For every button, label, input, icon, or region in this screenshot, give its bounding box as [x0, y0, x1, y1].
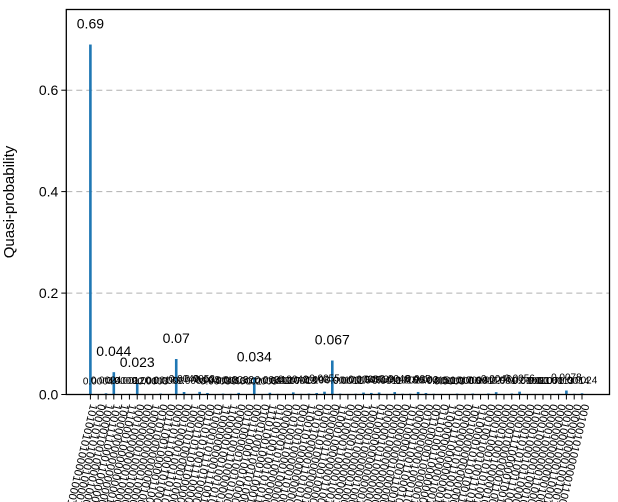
svg-text:0.07: 0.07	[163, 330, 190, 346]
svg-text:Quasi-probability: Quasi-probability	[1, 145, 18, 258]
svg-text:0.69: 0.69	[77, 16, 104, 32]
svg-text:0.6: 0.6	[39, 82, 59, 98]
svg-text:0.0024: 0.0024	[567, 375, 598, 386]
svg-text:0.4: 0.4	[39, 184, 59, 200]
svg-text:0.034: 0.034	[237, 348, 272, 364]
svg-text:0.067: 0.067	[315, 332, 350, 348]
svg-text:0.023: 0.023	[120, 354, 155, 370]
svg-text:0.2: 0.2	[39, 285, 59, 301]
svg-text:0.0: 0.0	[39, 387, 59, 403]
